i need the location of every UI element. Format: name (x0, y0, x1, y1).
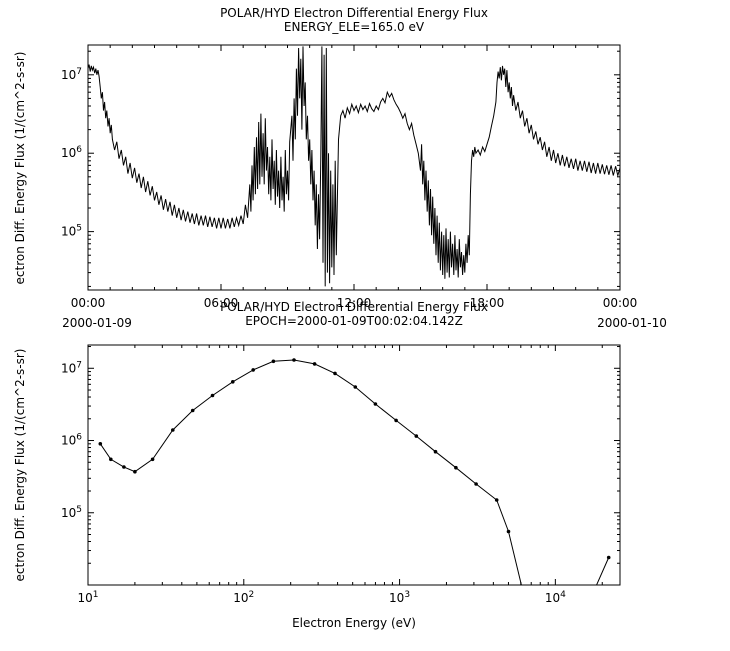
svg-text:06:00: 06:00 (204, 296, 239, 310)
svg-text:00:00: 00:00 (71, 296, 106, 310)
top-plot-date-end: 2000-01-10 (597, 316, 667, 330)
svg-text:104: 104 (545, 590, 566, 605)
svg-text:00:00: 00:00 (603, 296, 638, 310)
svg-text:18:00: 18:00 (470, 296, 505, 310)
svg-text:102: 102 (233, 590, 254, 605)
svg-text:105: 105 (61, 505, 82, 520)
svg-text:12:00: 12:00 (337, 296, 372, 310)
svg-text:106: 106 (61, 145, 82, 160)
top-plot-ylabel: ectron Diff. Energy Flux (1/(cm^2-s-sr) (13, 51, 27, 285)
svg-text:101: 101 (77, 590, 98, 605)
svg-text:107: 107 (61, 360, 82, 375)
bottom-plot-xlabel: Electron Energy (eV) (292, 616, 416, 630)
bottom-plot-subtitle: EPOCH=2000-01-09T00:02:04.142Z (245, 314, 463, 328)
bottom-plot-ylabel: ectron Diff. Energy Flux (1/(cm^2-s-sr) (13, 348, 27, 582)
top-plot-date-start: 2000-01-09 (62, 316, 132, 330)
svg-text:103: 103 (389, 590, 410, 605)
bottom-plot-title: POLAR/HYD Electron Differential Energy F… (220, 300, 488, 314)
svg-text:105: 105 (61, 224, 82, 239)
svg-text:107: 107 (61, 67, 82, 82)
top-plot-title: POLAR/HYD Electron Differential Energy F… (220, 6, 488, 20)
svg-text:106: 106 (61, 433, 82, 448)
top-plot-subtitle: ENERGY_ELE=165.0 eV (283, 20, 425, 34)
